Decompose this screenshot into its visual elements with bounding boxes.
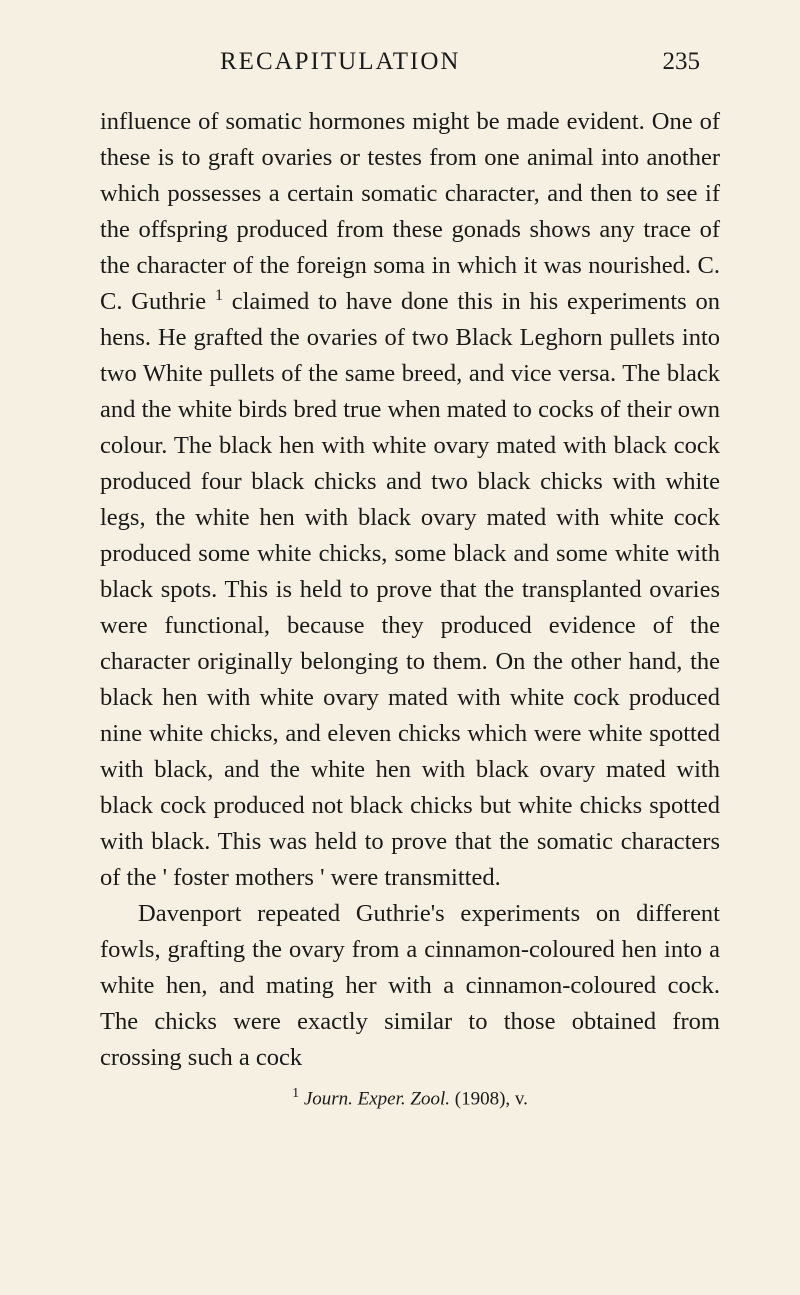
- footnote: 1 Journ. Exper. Zool. (1908), v.: [100, 1086, 720, 1110]
- page-title: RECAPITULATION: [220, 48, 461, 76]
- paragraph-2: Davenport repeated Guthrie's experiments…: [100, 896, 720, 1076]
- p1-text-a: influence of somatic hormones might be m…: [100, 108, 720, 315]
- footnote-ref-1: 1: [215, 287, 223, 304]
- p1-text-b: claimed to have done this in his experim…: [100, 288, 720, 891]
- footnote-rest: (1908), v.: [450, 1088, 528, 1109]
- footnote-number: 1: [292, 1086, 299, 1101]
- paragraph-1: influence of somatic hormones might be m…: [100, 104, 720, 896]
- page-number: 235: [663, 48, 701, 76]
- footnote-italic: Journ. Exper. Zool.: [304, 1088, 450, 1109]
- body-text: influence of somatic hormones might be m…: [100, 104, 720, 1076]
- page-header: RECAPITULATION 235: [100, 48, 720, 76]
